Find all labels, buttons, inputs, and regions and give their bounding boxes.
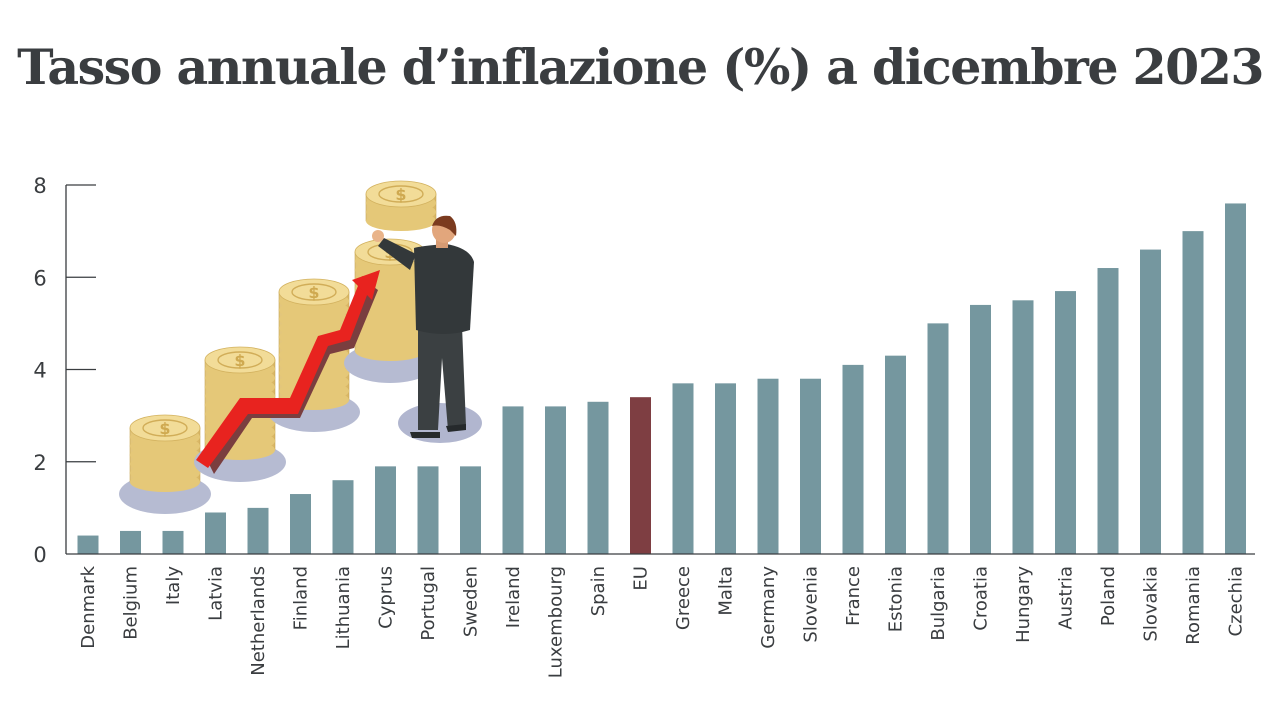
bar-lithuania — [332, 480, 354, 554]
bar-austria — [1055, 291, 1076, 554]
coin-stack-icon: $ — [365, 180, 437, 231]
bar-belgium — [120, 530, 141, 554]
coin-stack-icon: $ — [344, 238, 436, 383]
bar-latvia — [205, 512, 226, 554]
bar-malta — [715, 383, 736, 554]
bars-layer — [77, 203, 1246, 554]
bar-croatia — [970, 304, 991, 554]
bar-bulgaria — [927, 323, 949, 554]
x-category-label: Malta — [716, 566, 737, 616]
x-category-label: Cyprus — [376, 566, 397, 629]
svg-text:$: $ — [395, 185, 406, 204]
x-category-label: Slovakia — [1141, 566, 1162, 642]
bar-greece — [672, 383, 694, 554]
svg-text:$: $ — [308, 283, 319, 302]
x-category-label: Hungary — [1013, 566, 1034, 643]
bar-finland — [290, 494, 311, 554]
coin-stacks-illustration: $ $ $ $ $ — [119, 180, 482, 514]
x-category-label: Spain — [588, 566, 609, 616]
bar-luxembourg — [545, 406, 566, 554]
x-category-label: Luxembourg — [546, 566, 567, 678]
bar-netherlands — [247, 507, 269, 554]
svg-text:$: $ — [234, 351, 245, 370]
x-category-label: Netherlands — [248, 566, 269, 676]
x-category-label: Portugal — [418, 566, 439, 641]
x-category-label: Finland — [291, 566, 312, 630]
y-tick-label: 2 — [33, 451, 46, 475]
y-axis: 0 2 4 6 8 — [33, 174, 96, 567]
y-tick-label: 4 — [33, 359, 46, 383]
x-category-label: Ireland — [503, 566, 524, 628]
chart-title: Tasso annuale d’inflazione (%) a dicembr… — [17, 38, 1264, 96]
bar-ireland — [502, 406, 524, 554]
bar-cyprus — [375, 466, 396, 554]
y-tick-label: 6 — [33, 266, 46, 290]
x-category-label: Italy — [163, 566, 184, 605]
x-category-label: Poland — [1098, 566, 1119, 626]
rising-arrow-icon — [196, 270, 380, 474]
x-category-label: Austria — [1056, 566, 1077, 630]
x-category-label: EU — [631, 566, 652, 591]
bar-portugal — [417, 466, 439, 554]
bar-poland — [1097, 268, 1119, 554]
x-category-label: Croatia — [971, 566, 992, 631]
businessman-icon — [372, 215, 482, 443]
x-category-label: France — [843, 566, 864, 626]
bar-italy — [162, 530, 184, 554]
bar-estonia — [885, 355, 906, 554]
x-category-label: Germany — [758, 566, 779, 649]
bar-czechia — [1225, 203, 1246, 554]
bar-spain — [587, 401, 609, 554]
bar-germany — [757, 378, 779, 554]
x-category-label: Czechia — [1226, 566, 1247, 636]
x-category-label: Greece — [673, 566, 694, 630]
x-category-label: Latvia — [206, 566, 227, 621]
x-category-label: Sweden — [461, 566, 482, 637]
x-category-label: Slovenia — [801, 566, 822, 643]
x-category-label: Denmark — [78, 565, 99, 648]
y-tick-label: 0 — [33, 543, 46, 567]
svg-text:$: $ — [159, 419, 170, 438]
bar-romania — [1182, 231, 1204, 554]
x-axis: Denmark Belgium Italy Latvia Netherlands Finl… — [66, 553, 1255, 678]
bar-denmark — [77, 535, 99, 554]
y-tick-label: 8 — [33, 174, 46, 198]
x-category-label: Bulgaria — [928, 566, 949, 641]
x-category-label: Belgium — [121, 566, 142, 640]
bar-france — [842, 364, 864, 554]
x-category-label: Estonia — [886, 566, 907, 632]
bar-slovakia — [1140, 249, 1161, 554]
coin-stack-icon: $ — [119, 414, 211, 514]
bar-sweden — [460, 466, 481, 554]
x-category-label: Lithuania — [333, 566, 354, 649]
bar-hungary — [1012, 300, 1034, 554]
x-category-label: Romania — [1183, 566, 1204, 645]
bar-slovenia — [800, 378, 821, 554]
bar-eu — [630, 397, 651, 554]
